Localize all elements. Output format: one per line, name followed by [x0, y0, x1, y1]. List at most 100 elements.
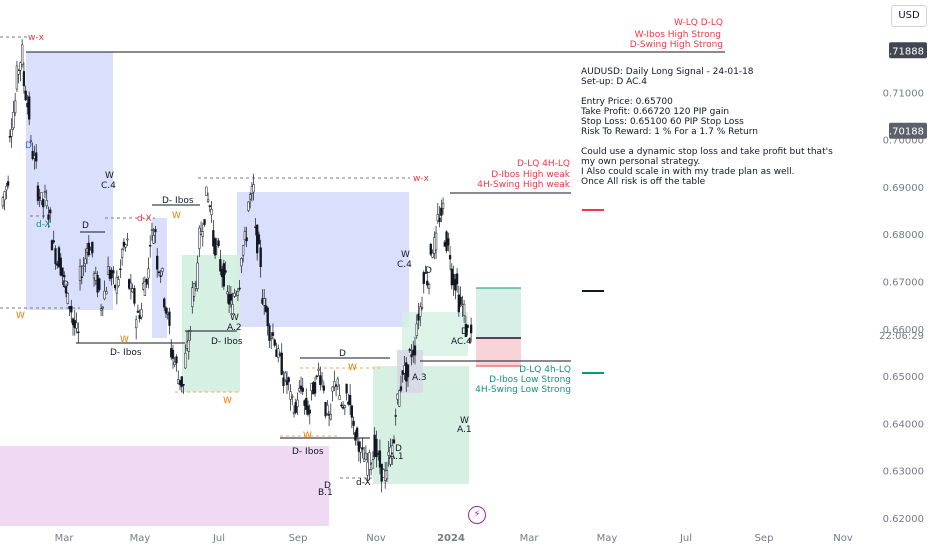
candle-up — [161, 268, 164, 272]
candle-down — [24, 90, 27, 101]
candle-down — [410, 354, 413, 358]
ann-d-4: D — [339, 349, 346, 359]
stop-loss-box[interactable] — [476, 338, 521, 366]
candle-down — [455, 273, 459, 285]
candle-up — [236, 291, 240, 296]
candle-down — [91, 241, 94, 254]
ann-w-c4: W — [105, 171, 114, 181]
price-tick: 0.63000 — [883, 467, 924, 478]
candle-down — [133, 288, 136, 304]
candle-up — [385, 470, 389, 480]
zone-purple — [0, 446, 329, 526]
candle-down — [348, 395, 352, 405]
ann-top-right-1: W-Ibos High Strong — [635, 30, 721, 40]
candle-up — [336, 378, 339, 387]
ann-mid-low-1: D-Ibos Low Strong — [489, 375, 571, 385]
candle-down — [42, 199, 45, 208]
candle-down — [271, 332, 275, 336]
note-line: Risk To Reward: 1 % For a 1.7 % Return — [581, 127, 759, 137]
candle-up — [368, 452, 371, 470]
candle-up — [12, 112, 15, 129]
ann-d-3: D — [62, 280, 69, 290]
ann-dx-3: d-X — [356, 478, 371, 488]
candle-up — [21, 44, 24, 65]
candle-up — [196, 262, 199, 289]
candle-up — [243, 231, 247, 240]
ann-w-7: W — [460, 416, 469, 426]
ann-d-7: D — [324, 481, 331, 491]
candle-down — [59, 257, 62, 276]
candle-down — [110, 269, 113, 279]
candle-up — [420, 307, 424, 309]
ann-mid-high-1: D-Ibos High weak — [491, 170, 571, 180]
candle-down — [350, 405, 354, 418]
ann-d-ibos-1: D- Ibos — [110, 348, 142, 358]
candle-up — [147, 268, 150, 279]
candle-down — [294, 402, 297, 413]
candle-down — [315, 375, 318, 378]
time-axis[interactable]: Mar May Jul Sep Nov 2024 Mar May Jul Sep Nov — [55, 533, 853, 544]
ann-mid-high-2: 4H-Swing High weak — [477, 180, 571, 190]
candle-up — [441, 202, 445, 209]
price-badge-last: 0.70188 — [883, 127, 924, 138]
take-profit-box[interactable] — [476, 288, 521, 338]
price-axis[interactable]: 0.71000 0.70000 0.69000 0.68000 0.67000 0.660… — [879, 42, 927, 525]
candle-up — [231, 304, 234, 315]
candle-down — [447, 238, 450, 246]
price-tick: 0.62000 — [883, 514, 924, 525]
candle-down — [287, 377, 290, 383]
candle-down — [299, 385, 303, 390]
ann-c4: C.4 — [101, 181, 116, 191]
candle-down — [378, 450, 382, 468]
ann-w-5: W — [348, 363, 357, 373]
time-tick: Sep — [289, 533, 308, 544]
note-line: Once All risk is off the table — [581, 177, 706, 187]
ann-b1: B.1 — [318, 488, 333, 498]
candle-down — [429, 243, 432, 255]
candle-up — [173, 361, 176, 365]
note-line: Set-up: D AC.4 — [581, 77, 647, 87]
note-line — [581, 87, 801, 97]
candle-down — [322, 385, 325, 391]
candle-up — [326, 404, 329, 414]
ann-a1: A.1 — [457, 425, 472, 435]
candle-up — [247, 201, 250, 211]
note-line: Entry Price: 0.65700 — [581, 97, 673, 107]
price-tick: 0.71000 — [883, 88, 924, 99]
candle-up — [249, 194, 252, 200]
candle-down — [361, 447, 364, 450]
candle-down — [399, 386, 403, 391]
ann-mid-high-0: D-LQ 4H-LQ — [517, 159, 570, 169]
candle-down — [159, 275, 162, 277]
candle-down — [448, 255, 452, 260]
candle-down — [355, 427, 359, 437]
candle-up — [431, 252, 434, 258]
lightning-icon[interactable]: ⚡ — [468, 506, 486, 524]
candle-down — [28, 96, 31, 120]
candle-up — [152, 235, 155, 244]
ann-a3: A.3 — [412, 373, 427, 383]
candle-up — [320, 379, 324, 382]
candle-up — [105, 291, 108, 295]
candle-down — [280, 352, 283, 375]
candle-down — [182, 384, 185, 386]
candle-down — [282, 377, 285, 386]
candle-up — [84, 258, 87, 264]
candle-down — [8, 136, 12, 138]
candle-down — [245, 237, 248, 242]
candle-up — [434, 232, 438, 251]
candle-down — [413, 345, 417, 356]
candle-down — [422, 272, 425, 284]
ann-wx-1: w-x — [28, 33, 45, 43]
candle-down — [149, 244, 152, 247]
time-tick: May — [130, 533, 151, 544]
candle-up — [29, 140, 33, 142]
candle-up — [10, 128, 13, 137]
note-line: my own personal strategy. — [581, 157, 701, 167]
candle-down — [136, 310, 140, 313]
currency-selector-button[interactable]: USD — [891, 5, 927, 27]
candle-up — [78, 266, 82, 281]
candle-up — [252, 184, 255, 193]
